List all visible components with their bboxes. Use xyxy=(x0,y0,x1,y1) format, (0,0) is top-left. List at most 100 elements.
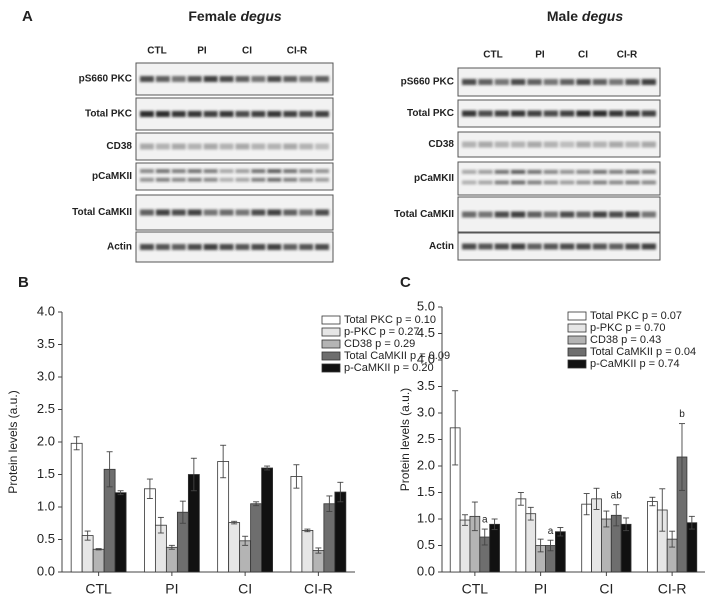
error-bar xyxy=(242,535,249,546)
error-bar xyxy=(593,487,600,510)
y-tick-label: 4.0 xyxy=(417,351,435,366)
blot-band xyxy=(511,211,526,218)
blot-band xyxy=(609,110,624,117)
blot-band xyxy=(171,177,186,182)
blot-band xyxy=(251,209,266,216)
error-bar xyxy=(557,527,564,537)
bar xyxy=(515,498,527,573)
bar xyxy=(489,523,500,573)
blot-band xyxy=(609,141,624,148)
blot-band xyxy=(543,243,558,250)
blot-band xyxy=(251,244,266,250)
blot-band xyxy=(299,143,314,150)
blot-band xyxy=(527,243,542,250)
lane-group-label: PI xyxy=(197,46,207,57)
blot-band xyxy=(299,76,314,82)
legend-label: Total PKC p = 0.10 xyxy=(344,314,436,326)
blot-band xyxy=(140,76,154,82)
bar xyxy=(312,550,325,573)
error-bar xyxy=(471,501,478,532)
blot-band xyxy=(592,169,607,174)
blot-band xyxy=(203,111,218,117)
y-tick-label: 1.5 xyxy=(37,466,55,481)
error-bar xyxy=(231,520,238,525)
blot-frame xyxy=(457,161,661,196)
error-bar xyxy=(106,451,113,488)
error-bar xyxy=(157,516,164,534)
bar xyxy=(81,535,94,573)
blot-band xyxy=(494,243,509,250)
bar xyxy=(114,492,127,573)
error-bar xyxy=(678,423,685,491)
blot-band xyxy=(527,79,542,85)
legend-swatch xyxy=(321,339,341,349)
error-bar xyxy=(491,518,498,531)
blot-band xyxy=(494,180,509,185)
y-tick-label: 2.5 xyxy=(37,401,55,416)
blot-row-label: Actin xyxy=(107,242,132,253)
lane-group-label: CI-R xyxy=(617,50,638,61)
blot-band xyxy=(511,180,526,185)
blot-band xyxy=(462,243,477,250)
blot-band xyxy=(140,177,154,182)
blot-band xyxy=(219,169,234,174)
blot-row-label: CD38 xyxy=(106,141,132,152)
blot-band xyxy=(155,169,170,174)
blot-band xyxy=(625,243,640,250)
error-bar xyxy=(253,501,260,507)
blot-band xyxy=(267,177,282,182)
blot-band xyxy=(609,211,624,218)
bar xyxy=(525,513,537,573)
blot-band xyxy=(140,111,154,117)
legend-swatch xyxy=(567,323,587,333)
error-bar xyxy=(583,493,590,516)
y-tick-label: 3.5 xyxy=(37,336,55,351)
blot-band xyxy=(155,209,170,216)
blot-band xyxy=(592,243,607,250)
blot-band xyxy=(527,169,542,174)
error-bar xyxy=(462,514,469,526)
y-tick-label: 3.5 xyxy=(417,378,435,393)
blot-band xyxy=(203,76,218,82)
significance-label: a xyxy=(548,526,554,537)
blot-band xyxy=(543,141,558,148)
legend-swatch xyxy=(321,315,341,325)
error-bar xyxy=(669,530,676,548)
blot-band xyxy=(462,79,477,85)
blot-title-species: degus xyxy=(582,8,623,24)
y-tick-label: 5.0 xyxy=(417,298,435,313)
error-bar xyxy=(264,465,271,471)
blot-band xyxy=(478,141,493,148)
legend-label: p-CaMKII p = 0.74 xyxy=(590,358,680,370)
error-bar xyxy=(603,510,610,528)
blot-band xyxy=(641,180,656,185)
y-tick-label: 2.0 xyxy=(417,457,435,472)
bar xyxy=(334,491,347,573)
error-bar xyxy=(293,464,300,489)
blot-band xyxy=(140,143,154,150)
blot-band xyxy=(155,111,170,117)
y-tick-label: 0.0 xyxy=(37,563,55,578)
legend-swatch xyxy=(567,347,587,357)
blot-band xyxy=(560,141,575,148)
blot-band xyxy=(267,244,282,250)
blot-band xyxy=(171,76,186,82)
blot-band xyxy=(155,244,170,250)
blot-band xyxy=(140,169,154,174)
bar xyxy=(290,476,303,573)
blot-band xyxy=(527,211,542,218)
blot-band xyxy=(299,111,314,117)
blot-band xyxy=(187,209,202,216)
blot-band xyxy=(171,209,186,216)
bar xyxy=(647,501,658,573)
blot-band xyxy=(267,76,282,82)
legend-label: Total CaMKII p = 0.09 xyxy=(344,350,450,362)
x-tick-label: CI-R xyxy=(304,581,333,597)
blot-band xyxy=(283,76,298,82)
blot-row-label: Total PKC xyxy=(407,108,454,119)
y-tick-label: 0.5 xyxy=(37,531,55,546)
legend-label: p-PKC p = 0.70 xyxy=(590,322,666,334)
blot-band xyxy=(560,110,575,117)
x-tick-label: CI xyxy=(238,581,252,597)
blot-band xyxy=(251,76,266,82)
